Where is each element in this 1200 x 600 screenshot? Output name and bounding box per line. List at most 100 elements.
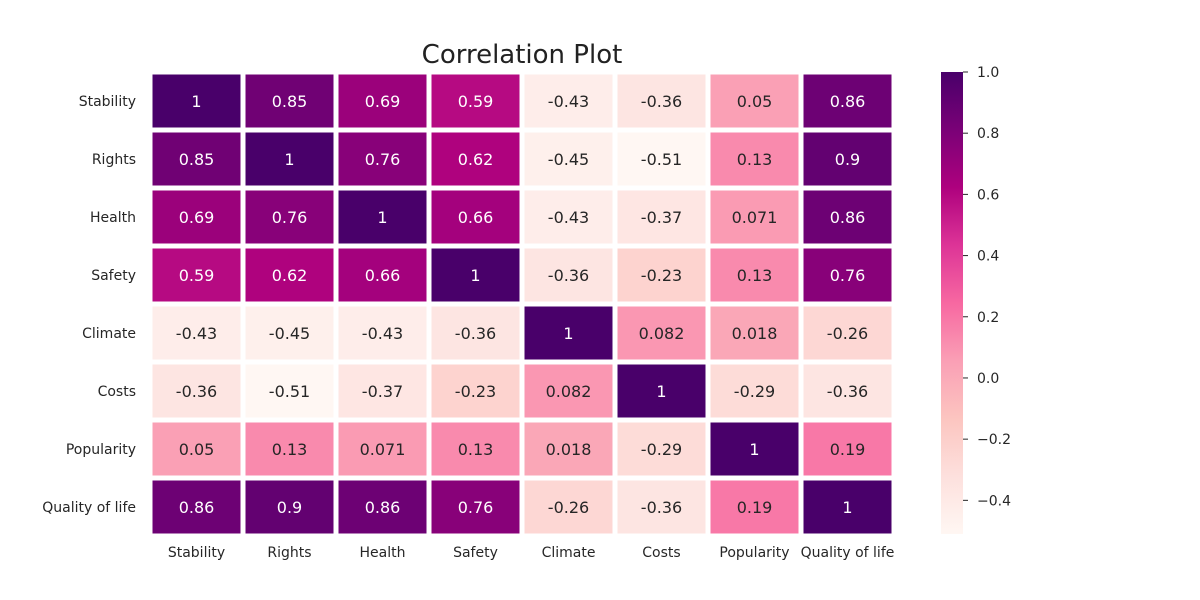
heatmap-cell-label: 1 bbox=[842, 498, 852, 517]
colorbar-tick-label: 1.0 bbox=[977, 65, 999, 81]
heatmap-cell-label: 1 bbox=[191, 92, 201, 111]
heatmap-cell-label: 0.071 bbox=[732, 208, 778, 227]
heatmap-cell-label: 0.59 bbox=[458, 92, 494, 111]
heatmap-cell-label: 1 bbox=[656, 382, 666, 401]
heatmap-cell bbox=[338, 74, 427, 128]
heatmap-cell-label: -0.36 bbox=[455, 324, 496, 343]
heatmap-cell bbox=[245, 248, 334, 302]
heatmap-cell bbox=[431, 248, 520, 302]
heatmap-cell-label: -0.29 bbox=[734, 382, 775, 401]
heatmap-cell-label: 0.9 bbox=[277, 498, 302, 517]
heatmap-cell-label: 0.76 bbox=[458, 498, 494, 517]
colorbar-tick-label: 0.4 bbox=[977, 249, 999, 265]
heatmap-cell-label: 0.69 bbox=[179, 208, 215, 227]
colorbar-tick-label: −0.4 bbox=[977, 493, 1011, 509]
y-tick-label: Safety bbox=[91, 268, 136, 284]
y-tick-label: Popularity bbox=[66, 442, 136, 458]
heatmap-cell bbox=[338, 306, 427, 360]
colorbar-gradient bbox=[941, 72, 963, 534]
heatmap-cell-label: 0.9 bbox=[835, 150, 860, 169]
heatmap-cell-label: -0.23 bbox=[641, 266, 682, 285]
x-tick-label: Costs bbox=[642, 545, 680, 561]
heatmap-cell bbox=[338, 422, 427, 476]
heatmap-cell-label: 0.69 bbox=[365, 92, 401, 111]
heatmap-cell bbox=[524, 190, 613, 244]
heatmap-cell bbox=[431, 190, 520, 244]
heatmap-cell-label: 0.62 bbox=[272, 266, 308, 285]
x-axis-tick-labels: Stability Rights Health Safety Climate Costs P… bbox=[168, 545, 895, 561]
heatmap-cell bbox=[710, 480, 799, 534]
heatmap-cell-label: 0.018 bbox=[732, 324, 778, 343]
heatmap-cell bbox=[245, 422, 334, 476]
heatmap-cell bbox=[710, 306, 799, 360]
colorbar-tick-label: 0.0 bbox=[977, 371, 999, 387]
heatmap-cell bbox=[338, 132, 427, 186]
heatmap-cell bbox=[710, 190, 799, 244]
heatmap-cell-label: 0.85 bbox=[272, 92, 308, 111]
heatmap-cell bbox=[803, 480, 892, 534]
heatmap-cell bbox=[431, 74, 520, 128]
heatmap-cell-label: -0.26 bbox=[548, 498, 589, 517]
heatmap-cell bbox=[524, 480, 613, 534]
heatmap-cell-label: -0.36 bbox=[641, 498, 682, 517]
heatmap-cell-label: 1 bbox=[284, 150, 294, 169]
heatmap-cell-label: 0.86 bbox=[830, 92, 866, 111]
chart-title: Correlation Plot bbox=[422, 40, 623, 70]
heatmap-cell bbox=[803, 306, 892, 360]
heatmap-cell bbox=[803, 364, 892, 418]
heatmap-cell bbox=[617, 132, 706, 186]
heatmap-cell bbox=[710, 132, 799, 186]
heatmap-cell bbox=[152, 480, 241, 534]
heatmap-cell-label: 0.13 bbox=[272, 440, 308, 459]
y-tick-label: Stability bbox=[79, 94, 136, 110]
colorbar: 1.0 0.8 0.6 0.4 0.2 0.0 −0.2 −0.4 bbox=[941, 65, 1011, 534]
heatmap-cell bbox=[152, 132, 241, 186]
heatmap-cell-label: 0.19 bbox=[737, 498, 773, 517]
heatmap-cell bbox=[524, 132, 613, 186]
heatmap-cell bbox=[803, 190, 892, 244]
heatmap-cell bbox=[245, 306, 334, 360]
heatmap-cell bbox=[617, 248, 706, 302]
heatmap-cell bbox=[617, 190, 706, 244]
heatmap-cell bbox=[803, 132, 892, 186]
heatmap-cell-label: 0.86 bbox=[830, 208, 866, 227]
heatmap-cell bbox=[524, 364, 613, 418]
colorbar-tick-label: 0.2 bbox=[977, 310, 999, 326]
heatmap-cell bbox=[152, 190, 241, 244]
heatmap-cell bbox=[710, 422, 799, 476]
heatmap-cell bbox=[617, 306, 706, 360]
heatmap-cell bbox=[617, 480, 706, 534]
heatmap-cell bbox=[245, 132, 334, 186]
heatmap-cell bbox=[524, 248, 613, 302]
heatmap-cell bbox=[152, 248, 241, 302]
x-tick-label: Stability bbox=[168, 545, 225, 561]
heatmap-cell-label: 0.59 bbox=[179, 266, 215, 285]
heatmap-cell bbox=[431, 132, 520, 186]
x-tick-label: Climate bbox=[542, 545, 596, 561]
heatmap-cell bbox=[803, 422, 892, 476]
heatmap-cell-label: -0.43 bbox=[176, 324, 217, 343]
heatmap-cell bbox=[617, 74, 706, 128]
heatmap-cell bbox=[803, 248, 892, 302]
heatmap-cell bbox=[245, 480, 334, 534]
y-tick-label: Costs bbox=[98, 384, 136, 400]
heatmap-cell-label: 0.13 bbox=[737, 266, 773, 285]
heatmap-cell-label: 0.76 bbox=[272, 208, 308, 227]
heatmap-cells: 1 0.85 0.69 0.59 -0.43 -0.36 0.05 0.86 0.85 1 0.76… bbox=[152, 74, 892, 534]
heatmap-cell-label: -0.43 bbox=[362, 324, 403, 343]
colorbar-tick-label: 0.6 bbox=[977, 187, 999, 203]
heatmap-cell bbox=[245, 74, 334, 128]
heatmap-cell-label: -0.37 bbox=[641, 208, 682, 227]
heatmap-cell-label: -0.45 bbox=[548, 150, 589, 169]
y-tick-label: Health bbox=[90, 210, 136, 226]
heatmap-cell-label: -0.36 bbox=[176, 382, 217, 401]
heatmap-cell-label: 0.66 bbox=[365, 266, 401, 285]
heatmap-cell-label: 0.86 bbox=[179, 498, 215, 517]
heatmap-cell bbox=[338, 248, 427, 302]
heatmap-cell bbox=[338, 480, 427, 534]
heatmap-cell bbox=[710, 248, 799, 302]
heatmap-cell bbox=[431, 364, 520, 418]
heatmap-cell-label: -0.36 bbox=[827, 382, 868, 401]
